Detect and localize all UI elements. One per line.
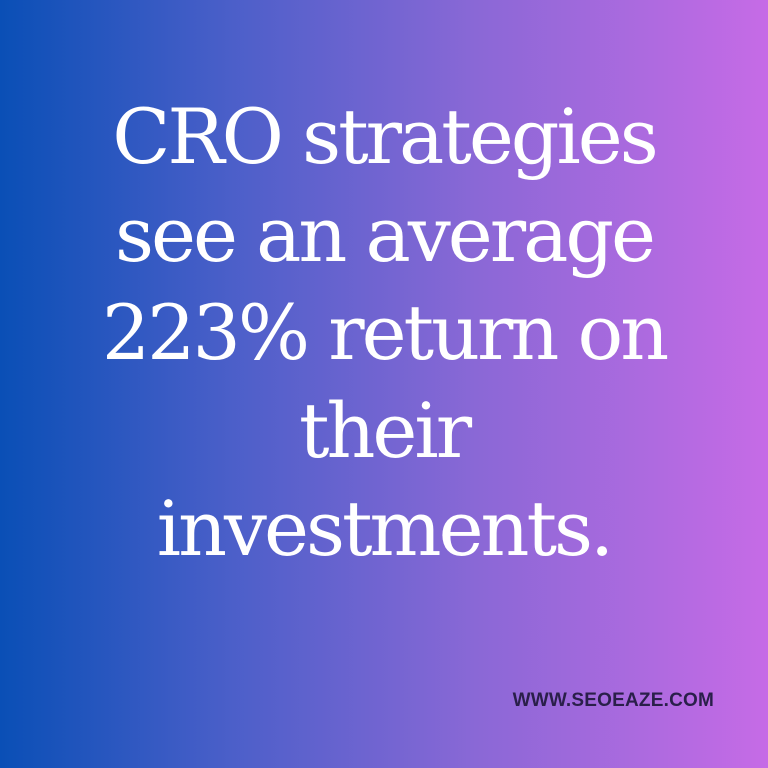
headline-line-1: CRO strategies [112,92,658,181]
headline: CRO strategies see an average 223% retur… [0,88,768,578]
headline-line-3: 223% return on [101,288,669,377]
headline-line-2: see an average [114,190,656,279]
headline-line-5: investments. [156,484,614,573]
website-url: WWW.SEOEAZE.COM [512,690,714,711]
headline-line-4: their [298,386,472,475]
